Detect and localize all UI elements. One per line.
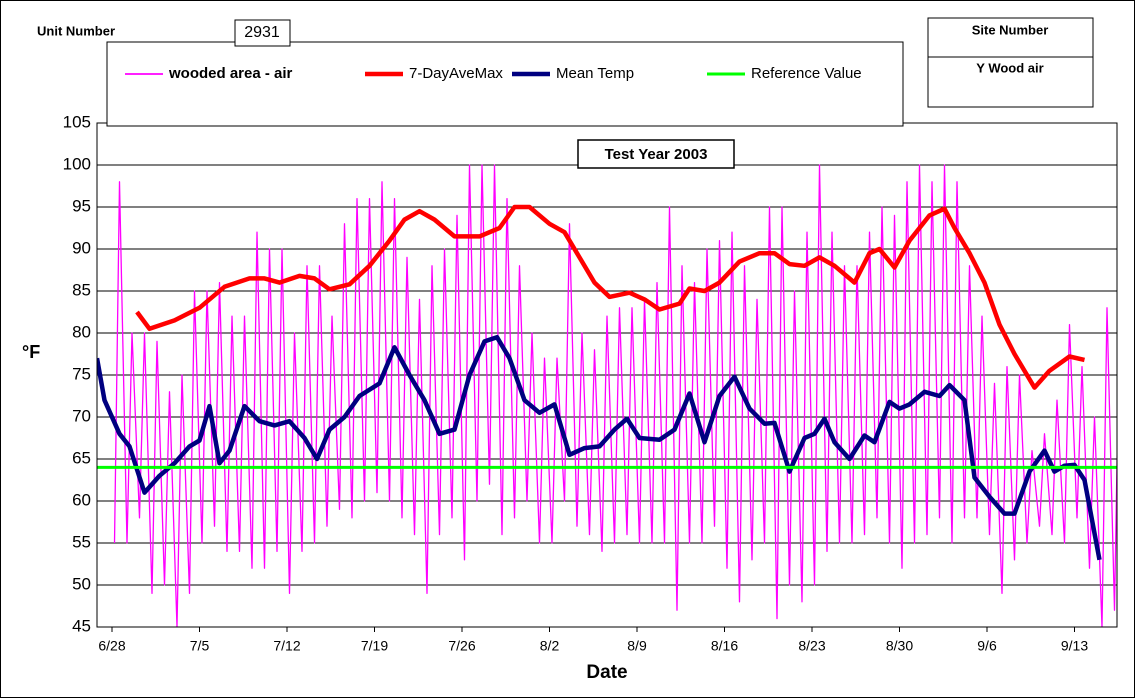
x-tick-label: 8/23 (798, 638, 825, 654)
y-tick-label: 75 (72, 364, 91, 383)
x-tick-label: 8/9 (627, 638, 647, 654)
y-tick-label: 45 (72, 616, 91, 635)
unit-label: Unit Number (37, 23, 115, 38)
y-tick-label: 50 (72, 574, 91, 593)
y-tick-label: 90 (72, 238, 91, 257)
y-tick-label: 80 (72, 322, 91, 341)
ticks: 45 50 55 60 65 70 75 80 85 90 95 100 105 6/28 7/5 7/12 7… (63, 112, 1089, 653)
site-name: Y Wood air (976, 60, 1043, 75)
plot-lines (97, 164, 1117, 627)
y-tick-label: 55 (72, 532, 91, 551)
x-tick-label: 8/16 (711, 638, 738, 654)
legend-label: wooded area - air (168, 65, 293, 82)
unit-number: 2931 (244, 24, 280, 41)
x-tick-label: 8/2 (540, 638, 560, 654)
x-axis-label: Date (586, 662, 627, 683)
x-tick-label: 7/26 (448, 638, 475, 654)
x-tick-label: 8/30 (886, 638, 913, 654)
x-tick-label: 7/19 (361, 638, 388, 654)
unit-box (234, 19, 291, 47)
x-tick-label: 7/12 (273, 638, 300, 654)
site-label: Site Number (972, 22, 1049, 37)
y-tick-label: 60 (72, 490, 91, 509)
legend-label: Reference Value (751, 65, 862, 82)
x-tick-label: 9/13 (1061, 638, 1088, 654)
y-tick-label: 85 (72, 280, 91, 299)
y-tick-label: 100 (63, 154, 91, 173)
x-tick-label: 7/5 (190, 638, 210, 654)
y-tick-label: 70 (72, 406, 91, 425)
legend-label: Mean Temp (556, 65, 634, 82)
title-box (577, 139, 735, 169)
legend-box (106, 41, 904, 127)
y-tick-label: 65 (72, 448, 91, 467)
legend: wooded area - air 7-DayAveMax Mean Temp Ref… (125, 65, 862, 82)
series-line (97, 334, 1102, 561)
x-tick-label: 9/6 (977, 638, 997, 654)
y-axis-label: °F (22, 342, 40, 362)
y-tick-label: 105 (63, 112, 91, 131)
y-tick-label: 95 (72, 196, 91, 215)
legend-label: 7-DayAveMax (409, 65, 503, 82)
chart-title: Test Year 2003 (605, 146, 708, 163)
site-box (927, 17, 1094, 108)
series-line (135, 204, 1085, 390)
x-tick-label: 6/28 (98, 638, 125, 654)
